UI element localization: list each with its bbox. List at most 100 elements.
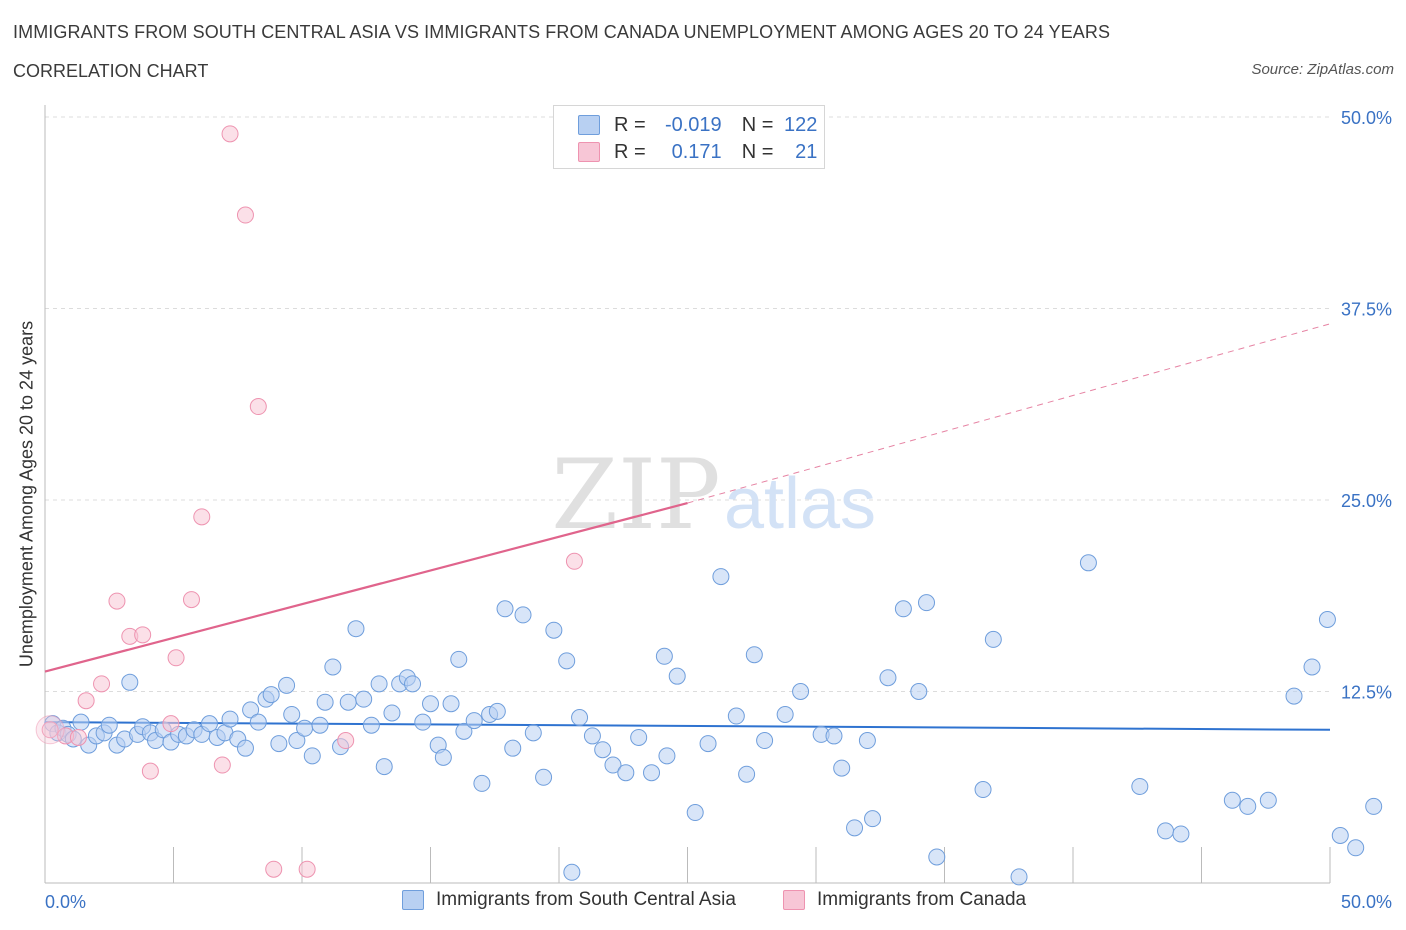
point-canada-cluster <box>35 715 65 745</box>
series-legend-canada: Immigrants from Canada <box>783 889 1026 911</box>
series-legend-south-central-asia: Immigrants from South Central Asia <box>402 889 736 911</box>
trend-line-canada-extension <box>687 323 1331 504</box>
point-south-central-asia <box>833 759 851 777</box>
series-legend-label: Immigrants from South Central Asia <box>436 889 736 910</box>
point-south-central-asia <box>283 705 301 723</box>
data-points <box>35 125 1383 886</box>
grid-lines <box>45 116 1330 692</box>
point-south-central-asia <box>558 652 576 670</box>
watermark-zip: ZIP <box>551 439 720 551</box>
point-south-central-asia <box>278 676 296 694</box>
point-south-central-asia <box>303 747 321 765</box>
point-canada <box>213 756 231 774</box>
point-canada <box>108 592 126 610</box>
point-south-central-asia <box>236 739 254 757</box>
point-south-central-asia <box>864 810 882 828</box>
point-south-central-asia <box>894 600 912 618</box>
point-canada <box>93 675 111 693</box>
legend-r-value: 0.171 <box>671 140 722 163</box>
point-south-central-asia <box>846 819 864 837</box>
point-south-central-asia <box>1259 791 1277 809</box>
point-south-central-asia <box>686 804 704 822</box>
point-south-central-asia <box>984 630 1002 648</box>
point-canada <box>221 125 239 143</box>
point-canada <box>141 762 159 780</box>
point-south-central-asia <box>370 675 388 693</box>
point-canada <box>69 728 87 746</box>
point-south-central-asia <box>1010 868 1028 886</box>
y-tick-label: 25.0% <box>1341 491 1392 511</box>
point-south-central-asia <box>414 713 432 731</box>
point-south-central-asia <box>355 690 373 708</box>
point-south-central-asia <box>242 701 260 719</box>
legend-n-value: 122 <box>784 113 818 136</box>
point-canada <box>182 591 200 609</box>
point-canada <box>193 508 211 526</box>
point-south-central-asia <box>1365 797 1383 815</box>
point-canada <box>134 626 152 644</box>
point-canada <box>236 206 254 224</box>
legend-n-label: N = <box>741 113 774 136</box>
point-south-central-asia <box>465 712 483 730</box>
point-south-central-asia <box>858 732 876 750</box>
trend-line-canada <box>44 501 688 673</box>
point-south-central-asia <box>221 710 239 728</box>
point-south-central-asia <box>604 756 622 774</box>
point-canada <box>41 721 59 739</box>
point-canada <box>167 649 185 667</box>
legend-r-value: -0.019 <box>664 113 722 136</box>
y-axis-label: Unemployment Among Ages 20 to 24 years <box>16 320 37 668</box>
point-canada <box>249 398 267 416</box>
point-south-central-asia <box>288 732 306 750</box>
y-tick-label: 12.5% <box>1341 683 1392 703</box>
y-tick-label: 37.5% <box>1341 300 1392 320</box>
watermark: ZIP atlas <box>551 439 876 551</box>
point-canada <box>565 552 583 570</box>
point-south-central-asia <box>699 735 717 753</box>
point-south-central-asia <box>756 732 774 750</box>
point-south-central-asia <box>1331 827 1349 845</box>
point-south-central-asia <box>455 722 473 740</box>
point-south-central-asia <box>422 695 439 713</box>
point-south-central-asia <box>121 673 139 691</box>
point-south-central-asia <box>524 724 542 742</box>
point-south-central-asia <box>571 709 589 727</box>
point-south-central-asia <box>375 758 393 776</box>
point-south-central-asia <box>655 647 673 665</box>
point-south-central-asia <box>496 600 514 618</box>
correlation-legend: R = -0.019 N = 122 R = 0.171 N = 21 <box>553 105 825 169</box>
point-south-central-asia <box>1239 797 1257 815</box>
chart-subtitle: CORRELATION CHART <box>13 61 209 81</box>
x-tick-label: 0.0% <box>45 892 86 912</box>
legend-r-label: R = <box>614 113 646 136</box>
point-south-central-asia <box>1157 822 1175 840</box>
point-south-central-asia <box>1318 610 1336 628</box>
point-south-central-asia <box>1172 825 1190 843</box>
tick-labels: 12.5% 25.0% 37.5% 50.0% 0.0% 50.0% <box>45 108 1392 912</box>
point-south-central-asia <box>488 702 506 720</box>
point-south-central-asia <box>745 646 763 664</box>
point-south-central-asia <box>504 739 522 757</box>
chart-title: IMMIGRANTS FROM SOUTH CENTRAL ASIA VS IM… <box>13 22 1111 42</box>
y-tick-label: 50.0% <box>1341 108 1392 128</box>
point-south-central-asia <box>545 621 563 639</box>
legend-n-value: 21 <box>795 140 818 163</box>
point-south-central-asia <box>594 741 612 759</box>
series-swatch-blue <box>402 890 424 910</box>
point-south-central-asia <box>404 675 422 693</box>
point-south-central-asia <box>928 848 946 866</box>
point-south-central-asia <box>296 719 314 737</box>
series-legend: Immigrants from South Central Asia Immig… <box>0 889 1406 915</box>
point-south-central-asia <box>311 716 329 734</box>
point-south-central-asia <box>910 683 928 700</box>
point-canada <box>77 692 95 710</box>
point-canada <box>337 732 355 750</box>
point-south-central-asia <box>776 705 794 723</box>
point-south-central-asia <box>434 748 452 766</box>
x-tick-label: 50.0% <box>1341 892 1392 912</box>
legend-row-south-central-asia: R = -0.019 N = 122 <box>578 113 817 137</box>
point-south-central-asia <box>200 715 218 733</box>
legend-n-label: N = <box>741 140 774 163</box>
point-south-central-asia <box>974 781 992 799</box>
